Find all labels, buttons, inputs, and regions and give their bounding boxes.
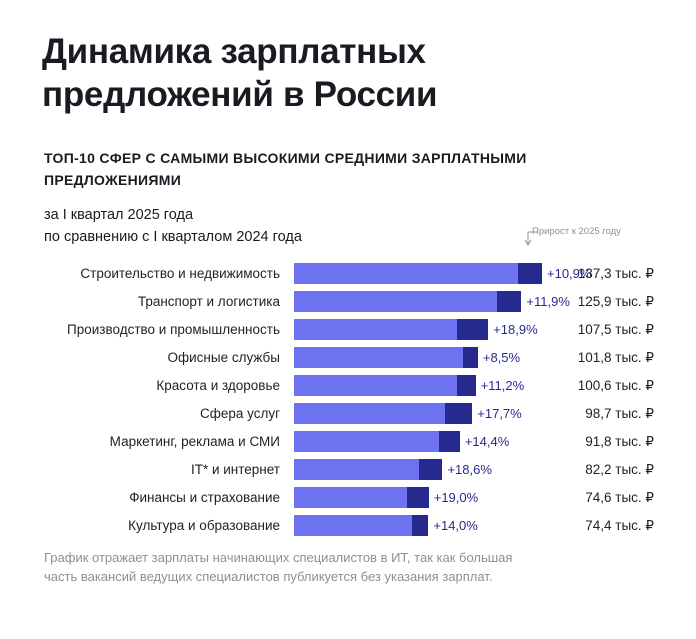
category-label: Транспорт и логистика: [137, 294, 280, 309]
growth-label: +8,5%: [482, 350, 521, 365]
category-label: Производство и промышленность: [67, 322, 280, 337]
category-label: Культура и образование: [128, 518, 280, 533]
growth-label: +17,7%: [477, 406, 522, 421]
category-label: Сфера услуг: [199, 406, 280, 421]
bar-growth-segment: [463, 347, 478, 368]
bar-row: Строительство и недвижимость +10,9% 137,3 …: [0, 262, 696, 286]
value-label: 82,2 тыс. ₽: [585, 462, 654, 477]
bar-base-segment: [294, 403, 446, 424]
bar-growth-segment: [445, 403, 473, 424]
growth-note: Прирост к 2025 году: [532, 226, 621, 237]
value-label: 107,5 тыс. ₽: [577, 322, 654, 337]
bar-growth-segment: [419, 459, 443, 480]
bar-base-segment: [294, 487, 408, 508]
bar-base-segment: [294, 291, 498, 312]
growth-label: +14,0%: [433, 518, 478, 533]
growth-label: +14,4%: [464, 434, 510, 449]
bar-base-segment: [294, 263, 518, 284]
bar-row: Финансы и страхование +19,0% 74,6 тыс. ₽: [0, 486, 696, 510]
bar-row: IT* и интернет +18,6% 82,2 тыс. ₽: [0, 458, 696, 482]
bar-row: Маркетинг, реклама и СМИ +14,4% 91,8 тыс. …: [0, 430, 696, 454]
footnote: График отражает зарплаты начинающих спец…: [44, 550, 513, 584]
bar-growth-segment: [497, 291, 522, 312]
growth-label: +10,9%: [547, 266, 592, 281]
period-line-1: за I квартал 2025 года: [44, 207, 194, 223]
value-label: 98,7 тыс. ₽: [585, 406, 654, 421]
bar-row: Производство и промышленность +18,9% 107,5…: [0, 318, 696, 342]
growth-label: +11,2%: [480, 378, 525, 393]
bar-base-segment: [294, 515, 412, 536]
growth-label: +18,6%: [447, 462, 492, 477]
bar-base-segment: [294, 319, 458, 340]
category-label: Офисные службы: [167, 350, 280, 365]
bar-growth-segment: [517, 263, 542, 284]
bar-base-segment: [294, 347, 464, 368]
category-label: Финансы и страхование: [129, 490, 280, 505]
page-title: Динамика зарплатных предложений в России: [42, 32, 438, 114]
growth-label: +18,9%: [493, 322, 538, 337]
bar-growth-segment: [438, 431, 460, 452]
category-label: Строительство и недвижимость: [80, 266, 280, 281]
bar-growth-segment: [407, 487, 429, 508]
growth-label: +11,9%: [526, 294, 570, 309]
value-label: 101,8 тыс. ₽: [577, 350, 654, 365]
period-text: за I квартал 2025 года по сравнению с I …: [44, 204, 444, 248]
value-label: 74,6 тыс. ₽: [585, 490, 654, 505]
bar-growth-segment: [411, 515, 429, 536]
bar-row: Культура и образование +14,0% 74,4 тыс. ₽: [0, 514, 696, 538]
bar-growth-segment: [457, 319, 489, 340]
value-label: 137,3 тыс. ₽: [577, 266, 654, 281]
value-label: 74,4 тыс. ₽: [585, 518, 654, 533]
bar-row: Транспорт и логистика +11,9% 125,9 тыс. ₽: [0, 290, 696, 314]
bar-growth-segment: [457, 375, 476, 396]
bar-row: Красота и здоровье +11,2% 100,6 тыс. ₽: [0, 374, 696, 398]
category-label: Красота и здоровье: [156, 378, 280, 393]
period-line-2: по сравнению с I кварталом 2024 года: [44, 229, 302, 245]
bar-base-segment: [294, 375, 458, 396]
value-label: 91,8 тыс. ₽: [585, 434, 654, 449]
category-label: IT* и интернет: [190, 462, 280, 477]
value-label: 100,6 тыс. ₽: [577, 378, 654, 393]
bar-row: Сфера услуг +17,7% 98,7 тыс. ₽: [0, 402, 696, 426]
bar-base-segment: [294, 431, 439, 452]
bar-base-segment: [294, 459, 420, 480]
bar-row: Офисные службы +8,5% 101,8 тыс. ₽: [0, 346, 696, 370]
growth-label: +19,0%: [433, 490, 479, 505]
value-label: 125,9 тыс. ₽: [577, 294, 654, 309]
category-label: Маркетинг, реклама и СМИ: [109, 434, 280, 449]
chart-subtitle: ТОП-10 СФЕР С САМЫМИ ВЫСОКИМИ СРЕДНИМИ З…: [44, 150, 527, 188]
